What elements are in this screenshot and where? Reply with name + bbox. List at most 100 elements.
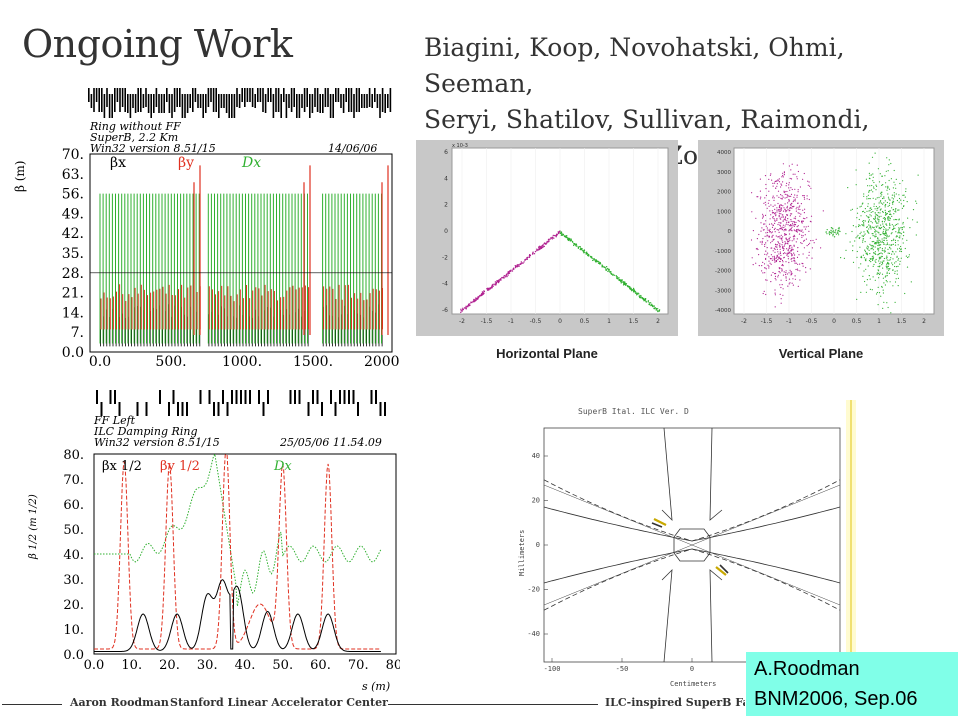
beam-particle	[874, 242, 876, 244]
beam-particle	[778, 231, 780, 233]
beam-particle	[755, 262, 757, 264]
beam-particle	[892, 239, 894, 241]
beam-particle	[581, 248, 583, 250]
beam-particle	[834, 236, 836, 238]
beam-particle	[775, 235, 777, 237]
beam-particle	[915, 200, 917, 202]
beam-particle	[796, 229, 798, 231]
beam-particle	[537, 249, 539, 251]
beam-particle	[790, 248, 793, 250]
magnet-bar	[370, 390, 373, 404]
beam-particle	[912, 209, 915, 211]
beam-particle	[877, 248, 879, 250]
beam-particle	[886, 271, 888, 273]
magnet-bar	[306, 88, 308, 107]
beam-particle	[789, 189, 791, 191]
y-tick-label: 28.	[62, 266, 84, 282]
beam-particle	[873, 203, 875, 205]
y-tick-label: 30.	[63, 573, 84, 588]
magnet-bar	[371, 94, 373, 108]
beam-particle	[803, 212, 805, 214]
beam-particle	[573, 244, 575, 247]
y-tick-label: -4	[442, 281, 448, 288]
beam-particle	[905, 190, 907, 193]
beam-particle	[888, 272, 890, 274]
beam-particle	[916, 202, 918, 204]
beam-particle	[779, 248, 781, 250]
beam-particle	[859, 233, 861, 235]
beam-particle	[790, 250, 792, 252]
beam-particle	[793, 205, 795, 207]
beam-particle	[870, 211, 872, 213]
beam-particle	[877, 238, 879, 240]
beam-particle	[892, 209, 894, 211]
beam-particle	[769, 231, 771, 233]
beam-particle	[788, 184, 790, 186]
beam-particle	[776, 256, 778, 258]
beam-particle	[883, 197, 885, 199]
x-tick-label: 1	[877, 318, 881, 325]
beam-particle	[895, 223, 897, 226]
beam-particle	[768, 205, 770, 207]
beam-particle	[779, 235, 781, 237]
beam-particle	[791, 213, 793, 215]
beam-particle	[765, 250, 767, 252]
beam-particle	[768, 223, 771, 225]
magnet-bar	[145, 88, 147, 107]
beam-particle	[794, 198, 796, 200]
y-tick-label: 60.	[63, 498, 84, 513]
beam-particle	[802, 220, 804, 222]
beam-particle	[782, 172, 784, 174]
beam-particle	[761, 240, 763, 242]
beam-particle	[784, 234, 786, 236]
beam-particle	[868, 228, 870, 230]
magnet-bar	[387, 94, 389, 108]
beam-particle	[860, 205, 862, 207]
beam-particle	[800, 242, 802, 244]
beam-particle	[791, 246, 793, 248]
beam-particle	[877, 247, 879, 249]
magnet-bar	[301, 94, 303, 108]
beam-particle	[760, 230, 762, 232]
beam-particle	[772, 256, 774, 258]
beam-particle	[897, 248, 899, 250]
beam-particle	[808, 198, 810, 201]
magnet-bar	[358, 88, 360, 112]
beam-particle	[885, 244, 887, 246]
beam-particle	[873, 226, 875, 228]
beam-particle	[775, 213, 777, 215]
beam-particle	[885, 182, 887, 184]
beam-particle	[633, 289, 635, 291]
beam-particle	[874, 235, 876, 237]
beam-particle	[788, 261, 790, 264]
beam-particle	[542, 244, 544, 246]
beam-particle	[763, 223, 765, 225]
magnet-bar	[277, 88, 280, 112]
beam-particle	[880, 202, 882, 204]
beam-particle	[769, 262, 771, 264]
beam-particle	[798, 254, 800, 256]
beam-particle	[869, 243, 871, 245]
beam-particle	[764, 214, 767, 216]
beam-particle	[797, 263, 799, 265]
beam-particle	[891, 232, 893, 234]
beam-particle	[488, 287, 490, 290]
beam-particle	[776, 209, 778, 211]
beam-particle	[880, 224, 882, 226]
beam-particle	[498, 279, 500, 281]
beam-particle	[856, 256, 858, 258]
beam-particle	[863, 270, 865, 272]
x-tick-label: 70.	[348, 658, 369, 673]
y-tick-label: -20	[527, 586, 540, 594]
beam-particle	[877, 272, 879, 274]
beam-particle	[893, 194, 895, 196]
beam-particle	[799, 208, 801, 211]
beam-particle	[765, 220, 767, 222]
beam-particle	[777, 242, 780, 244]
magnet-bar	[307, 402, 310, 416]
magnet-bar	[345, 88, 347, 102]
beam-particle	[631, 290, 633, 292]
beam-particle	[790, 178, 793, 180]
magnet-bar	[353, 94, 355, 118]
beam-particle	[803, 239, 806, 241]
